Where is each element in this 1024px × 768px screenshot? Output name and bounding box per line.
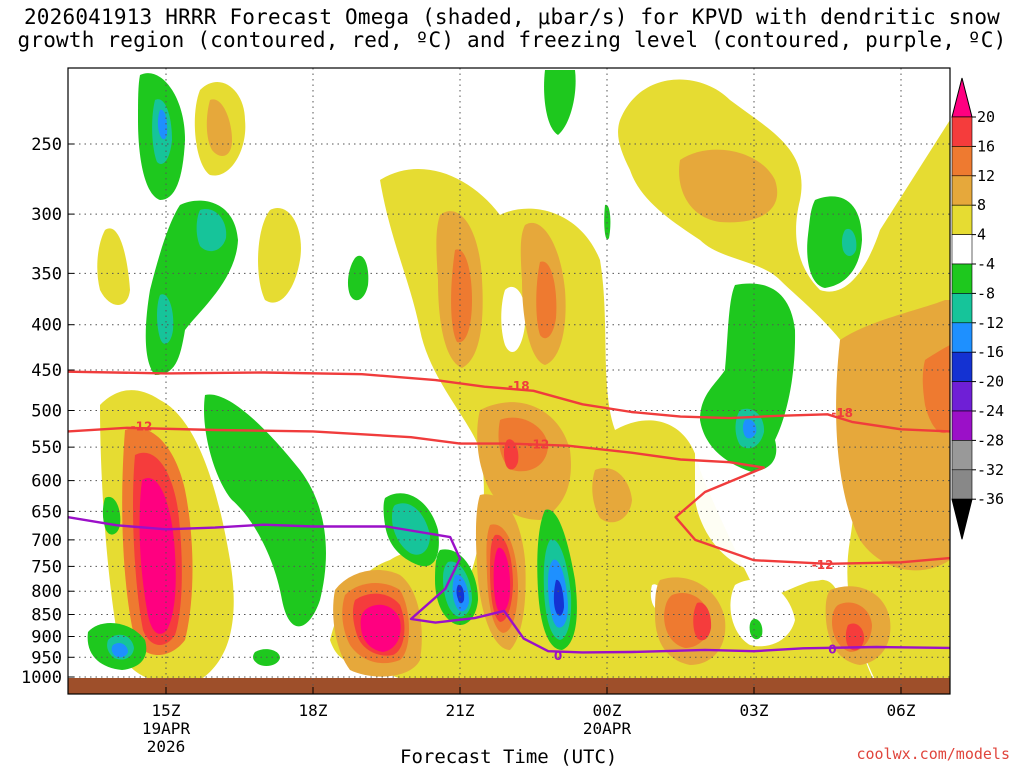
contour-label-0: -18 — [508, 379, 530, 393]
colorbar-bottom-arrow — [951, 498, 973, 540]
x-tick-label-15Z: 15Z — [152, 701, 181, 720]
y-tick-label-400: 400 — [31, 316, 62, 336]
x-tick-label-21Z: 21Z — [446, 701, 475, 720]
y-tick-label-750: 750 — [31, 557, 62, 577]
colorbar-label-10: -24 — [977, 402, 1004, 420]
colorbar-swatch-3 — [951, 204, 973, 235]
omega-colorbar: 20 16 12 8 4 -4 -8 -12 -16 -20 -24 -28 -32 -36 — [951, 77, 1004, 540]
colorbar-label-5: -4 — [977, 255, 995, 273]
contour-label-2: 0 — [554, 649, 562, 663]
x-tick-label-06Z: 06Z — [887, 701, 916, 720]
colorbar-label-2: 12 — [977, 167, 995, 185]
colorbar-swatch-5 — [951, 263, 973, 294]
x-tick-label-18Z: 18Z — [299, 701, 328, 720]
colorbar-swatch-11 — [951, 440, 973, 471]
y-axis: 2503003504004505005506006507007508008509… — [21, 135, 74, 688]
colorbar-swatch-8 — [951, 351, 973, 382]
contour-label-extra-2: -12 — [812, 558, 834, 572]
omega-band-20-plus — [139, 478, 511, 652]
colorbar-label-1: 16 — [977, 137, 995, 155]
x-tick-year-15Z: 2026 — [147, 737, 186, 756]
colorbar-label-0: 20 — [977, 108, 995, 126]
colorbar-label-4: 4 — [977, 226, 986, 244]
contour-lines — [68, 370, 950, 654]
y-tick-label-250: 250 — [31, 135, 62, 155]
contour-1 — [68, 426, 950, 565]
colorbar-label-3: 8 — [977, 196, 986, 214]
contour-label-1: -12 — [131, 420, 153, 434]
y-tick-label-1000: 1000 — [21, 668, 62, 688]
colorbar-top-arrow — [951, 77, 973, 118]
chart-title: 2026041913 HRRR Forecast Omega (shaded, … — [0, 6, 1024, 52]
colorbar-swatch-0 — [951, 116, 973, 147]
colorbar-swatch-10 — [951, 410, 973, 441]
y-tick-label-800: 800 — [31, 582, 62, 602]
x-tick-label-00Z: 00Z — [593, 701, 622, 720]
omega-shading — [68, 70, 950, 694]
y-tick-label-950: 950 — [31, 648, 62, 668]
y-tick-label-900: 900 — [31, 627, 62, 647]
y-tick-label-700: 700 — [31, 531, 62, 551]
colorbar-label-7: -12 — [977, 314, 1004, 332]
title-line-1: 2026041913 HRRR Forecast Omega (shaded, … — [23, 5, 1001, 29]
colorbar-swatch-4 — [951, 234, 973, 265]
colorbar-swatch-12 — [951, 469, 973, 500]
colorbar-label-11: -28 — [977, 431, 1004, 449]
x-axis-title: Forecast Time (UTC) — [400, 746, 618, 768]
y-tick-label-300: 300 — [31, 205, 62, 225]
colorbar-label-6: -8 — [977, 284, 995, 302]
colorbar-swatch-9 — [951, 381, 973, 412]
plot-frame — [67, 67, 951, 695]
y-tick-label-850: 850 — [31, 606, 62, 626]
contour-label-extra-0: -18 — [831, 406, 853, 420]
colorbar-swatch-2 — [951, 175, 973, 206]
y-tick-label-450: 450 — [31, 361, 62, 381]
x-tick-label-03Z: 03Z — [740, 701, 769, 720]
omega-band-neg16-neg20 — [456, 579, 564, 616]
contour-label-extra-1: -12 — [528, 438, 550, 452]
colorbar-swatch-7 — [951, 322, 973, 353]
omega-near-zero — [501, 286, 844, 647]
x-tick-date-15Z: 19APR — [142, 719, 191, 738]
y-tick-label-600: 600 — [31, 472, 62, 492]
colorbar-swatch-6 — [951, 293, 973, 324]
y-tick-label-550: 550 — [31, 438, 62, 458]
contour-label-extra-3: 0 — [828, 642, 836, 656]
title-line-2: growth region (contoured, red, ºC) and f… — [17, 28, 1007, 52]
colorbar-label-12: -32 — [977, 461, 1004, 479]
contour-0 — [68, 370, 950, 433]
gridlines — [68, 68, 950, 694]
ground-surface — [68, 678, 950, 694]
contour-labels: -18 -12 0 -18 -12 -12 0 — [131, 379, 853, 663]
colorbar-label-13: -36 — [977, 490, 1004, 508]
y-tick-label-500: 500 — [31, 402, 62, 422]
colorbar-label-8: -16 — [977, 343, 1004, 361]
colorbar-swatch-1 — [951, 146, 973, 177]
y-tick-label-650: 650 — [31, 502, 62, 522]
y-tick-label-350: 350 — [31, 264, 62, 284]
colorbar-label-9: -20 — [977, 373, 1004, 391]
credit-link[interactable]: coolwx.com/models — [856, 745, 1010, 763]
x-tick-date-00Z: 20APR — [583, 719, 632, 738]
contour-2 — [68, 516, 950, 654]
